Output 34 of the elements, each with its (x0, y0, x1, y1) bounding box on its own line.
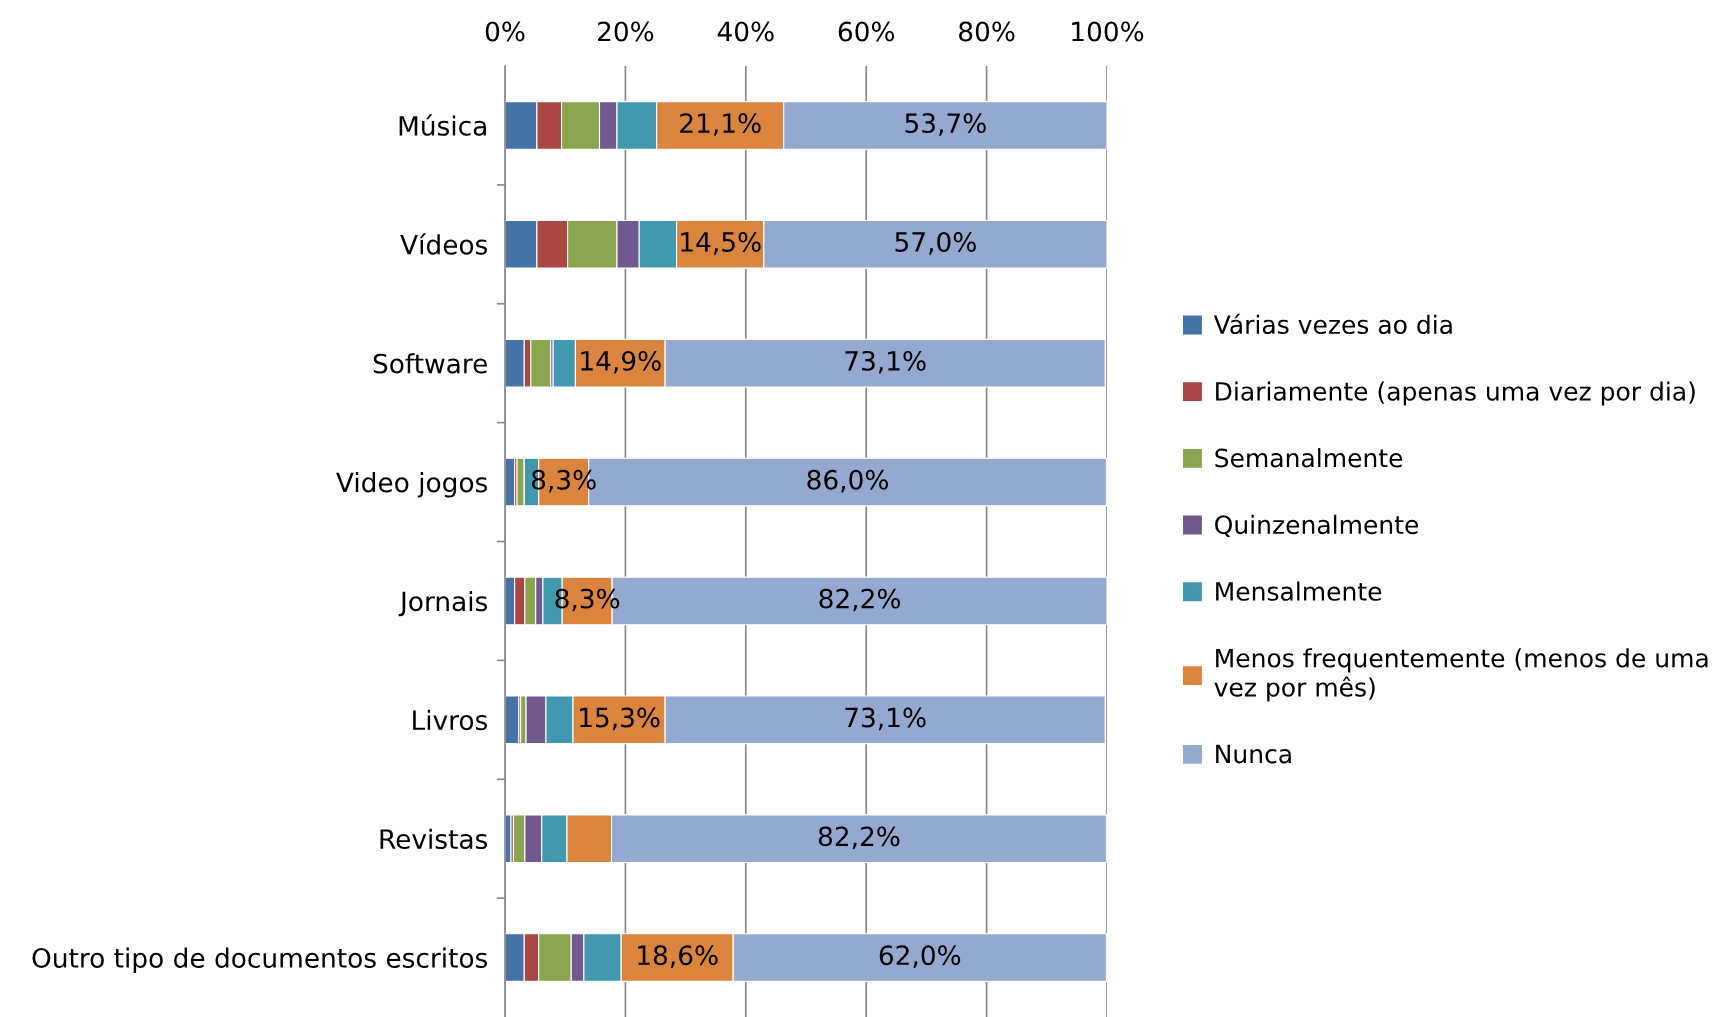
data-label: 82,2% (819, 588, 901, 612)
y-tick-label: Outro tipo de documentos escritos (32, 947, 488, 974)
y-tick-label: Livros (413, 709, 488, 731)
legend-label: Diariamente (apenas uma vez por dia) (1216, 381, 1695, 406)
data-label: 14,5% (681, 232, 761, 255)
legend-label: Mensalmente (1216, 581, 1382, 601)
legend-label: Várias vezes ao dia (1213, 313, 1452, 335)
y-tick-label: Software (373, 353, 487, 374)
x-tick-label: 80% (959, 21, 1015, 42)
data-label: 15,3% (580, 707, 660, 731)
data-label: 57,0% (895, 232, 976, 255)
data-label: 21,1% (680, 113, 761, 136)
data-label: 73,1% (845, 350, 926, 374)
y-tick-label: Video jogos (336, 472, 488, 498)
x-tick-label: 0% (485, 21, 525, 42)
data-label: 14,9% (581, 350, 661, 374)
legend-label: Menos frequentemente (menos de uma vez por mês) (1214, 648, 1708, 702)
y-tick-label: Vídeos (400, 233, 488, 255)
legend-label: Semanalmente (1215, 448, 1403, 468)
data-label: 18,6% (638, 945, 718, 968)
y-tick-label: Música (399, 114, 486, 136)
x-tick-label: 40% (717, 21, 774, 42)
legend-label: Nunca (1216, 744, 1291, 764)
x-tick-label: 60% (838, 21, 895, 42)
data-label: 53,7% (905, 113, 986, 136)
data-label: 62,0% (879, 945, 961, 968)
data-label: 82,2% (818, 826, 900, 850)
x-tick-label: 20% (598, 21, 654, 42)
data-label: 73,1% (845, 707, 926, 731)
y-tick-label: Revistas (380, 828, 488, 850)
legend-label: Quinzenalmente (1215, 514, 1419, 538)
data-label: 86,0% (807, 469, 888, 493)
y-tick-label: Jornais (398, 590, 488, 617)
x-tick-label: 100% (1072, 21, 1144, 42)
